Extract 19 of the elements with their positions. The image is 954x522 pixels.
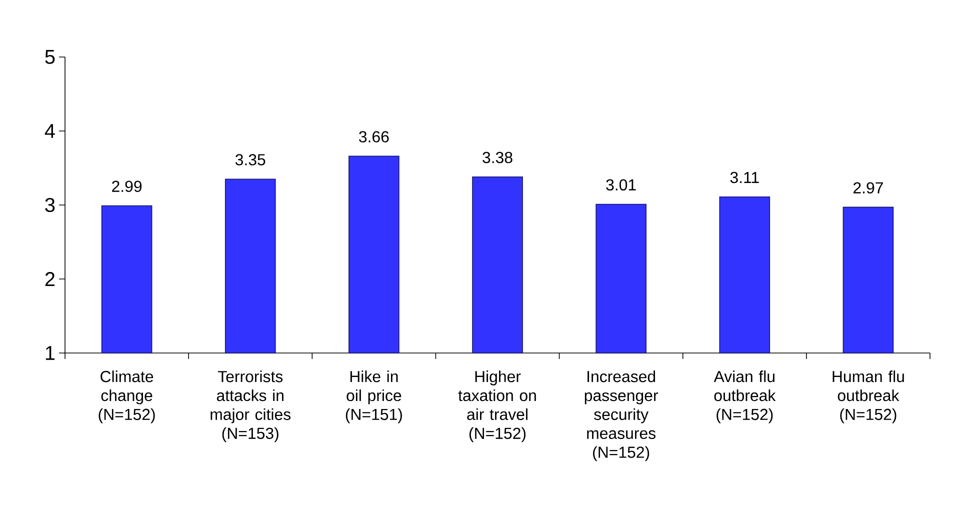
y-tick-label: 5 (45, 50, 55, 64)
x-tick-label: Increased passenger security measures (N=152) (584, 370, 658, 462)
y-tick-label: 1 (46, 346, 55, 360)
x-tick-label: Higher taxation on air travel (N=152) (458, 370, 536, 442)
x-tick-label: Climate change (N=152) (98, 370, 155, 424)
data-label: 3.66 (359, 131, 389, 142)
data-label: 3.38 (482, 152, 512, 164)
y-tick-label: 3 (45, 198, 55, 212)
x-tick-label: Human flu outbreak (N=152) (832, 370, 904, 424)
y-tick-label: 2 (45, 272, 54, 286)
x-tick-label: Terrorists attacks in major cities (N=153) (210, 370, 291, 442)
x-tick-label: Hike in oil price (N=151) (346, 370, 402, 424)
data-label: 2.99 (112, 180, 142, 192)
y-tick-label: 4 (44, 124, 55, 138)
data-label: 2.97 (854, 182, 883, 194)
data-label: 3.11 (730, 172, 759, 184)
x-tick-label: Avian flu outbreak (N=152) (714, 370, 776, 424)
data-label: 3.01 (606, 179, 636, 191)
data-label: 3.35 (235, 154, 266, 166)
